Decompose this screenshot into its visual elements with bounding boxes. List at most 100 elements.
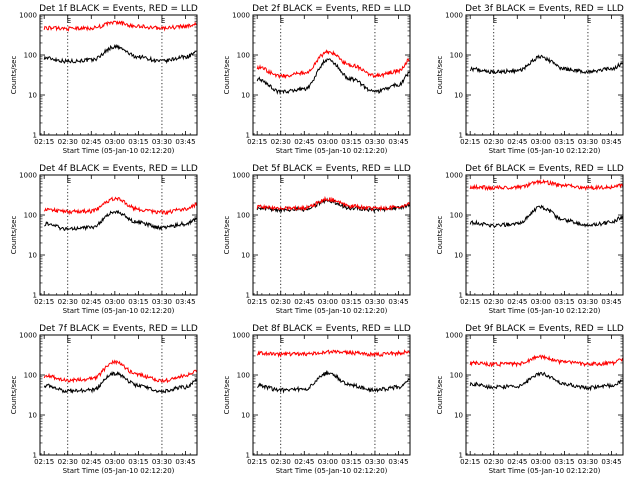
- x-tick-label: 03:00: [105, 138, 125, 146]
- plot-frame: [39, 174, 198, 296]
- plot-frame: [39, 14, 198, 136]
- x-tick-label: 02:30: [58, 298, 78, 306]
- event-marker-label: E: [587, 17, 591, 25]
- y-axis-label: Counts/sec: [223, 376, 231, 415]
- event-marker-label: E: [493, 337, 497, 345]
- chart-title: Det 3f BLACK = Events, RED = LLD: [465, 4, 624, 14]
- x-axis-label: Start Time (05-Jan-10 02:12:20): [276, 467, 388, 475]
- series-line-lld: [469, 354, 623, 368]
- event-marker-label: E: [587, 337, 591, 345]
- y-axis-label: Counts/sec: [436, 376, 444, 415]
- chart-title: Det 9f BLACK = Events, RED = LLD: [465, 324, 624, 334]
- chart-title: Det 2f BLACK = Events, RED = LLD: [252, 4, 411, 14]
- x-tick-label: 03:00: [531, 298, 551, 306]
- y-tick-label: 100: [450, 372, 463, 380]
- y-tick-label: 1000: [19, 332, 37, 340]
- x-tick-label: 03:45: [175, 458, 195, 466]
- x-tick-label: 03:30: [365, 298, 385, 306]
- chart-panel-6: Det 6f BLACK = Events, RED = LLD 02:15 02:…: [436, 164, 624, 315]
- x-tick-label: 03:30: [152, 138, 172, 146]
- x-axis-label: Start Time (05-Jan-10 02:12:20): [63, 147, 175, 155]
- series-line-events: [469, 371, 623, 392]
- y-axis-label: Counts/sec: [223, 216, 231, 255]
- x-tick-label: 03:45: [175, 138, 195, 146]
- x-tick-label: 02:15: [460, 138, 480, 146]
- series-line-events: [256, 58, 410, 95]
- y-tick-label: 10: [28, 412, 37, 420]
- x-tick-label: 03:15: [554, 138, 574, 146]
- chart-title: Det 7f BLACK = Events, RED = LLD: [39, 324, 198, 334]
- plot-frame: [465, 334, 624, 456]
- x-tick-label: 03:00: [318, 458, 338, 466]
- y-tick-label: 1: [459, 452, 463, 460]
- y-axis-label: Counts/sec: [436, 56, 444, 95]
- x-tick-label: 02:45: [294, 458, 314, 466]
- y-tick-label: 1000: [232, 172, 250, 180]
- chart-panel-7: Det 7f BLACK = Events, RED = LLD 02:15 02:…: [10, 324, 198, 475]
- series-line-lld: [256, 349, 410, 358]
- x-tick-label: 03:15: [341, 138, 361, 146]
- y-tick-label: 100: [450, 212, 463, 220]
- x-tick-label: 02:15: [34, 138, 54, 146]
- x-tick-label: 02:30: [484, 298, 504, 306]
- y-tick-label: 100: [24, 52, 37, 60]
- x-tick-label: 02:15: [247, 138, 267, 146]
- x-tick-label: 03:30: [578, 458, 598, 466]
- x-tick-label: 03:15: [341, 298, 361, 306]
- plot-frame: [39, 334, 198, 456]
- event-marker-label: E: [67, 17, 71, 25]
- chart-panel-1: Det 1f BLACK = Events, RED = LLD 02:15 02:…: [10, 4, 198, 155]
- x-tick-label: 02:15: [460, 298, 480, 306]
- x-tick-label: 03:15: [341, 458, 361, 466]
- plot-frame: [252, 334, 411, 456]
- chart-panel-9: Det 9f BLACK = Events, RED = LLD 02:15 02:…: [436, 324, 624, 475]
- x-tick-label: 02:45: [294, 138, 314, 146]
- series-line-events: [469, 54, 623, 75]
- x-tick-label: 02:45: [294, 298, 314, 306]
- y-tick-label: 1: [246, 132, 250, 140]
- x-tick-label: 03:30: [152, 458, 172, 466]
- event-marker-label: E: [374, 177, 378, 185]
- series-line-lld: [43, 359, 197, 384]
- y-axis-label: Counts/sec: [436, 216, 444, 255]
- y-tick-label: 1: [33, 292, 37, 300]
- chart-panel-5: Det 5f BLACK = Events, RED = LLD 02:15 02:…: [223, 164, 411, 315]
- y-tick-label: 1000: [19, 172, 37, 180]
- x-tick-label: 02:30: [484, 458, 504, 466]
- x-axis-label: Start Time (05-Jan-10 02:12:20): [63, 307, 175, 315]
- x-tick-label: 03:00: [318, 298, 338, 306]
- chart-title: Det 6f BLACK = Events, RED = LLD: [465, 164, 624, 174]
- x-axis-label: Start Time (05-Jan-10 02:12:20): [489, 147, 601, 155]
- event-marker-label: E: [161, 17, 165, 25]
- event-marker-label: E: [493, 17, 497, 25]
- x-tick-label: 03:30: [365, 458, 385, 466]
- x-tick-label: 03:00: [105, 458, 125, 466]
- x-tick-label: 02:30: [484, 138, 504, 146]
- x-tick-label: 03:15: [128, 138, 148, 146]
- series-line-lld: [256, 195, 410, 212]
- y-axis-label: Counts/sec: [10, 216, 18, 255]
- x-tick-label: 02:45: [81, 298, 101, 306]
- y-tick-label: 100: [237, 52, 250, 60]
- x-tick-label: 03:45: [175, 298, 195, 306]
- event-marker-label: E: [493, 177, 497, 185]
- series-line-lld: [43, 196, 197, 216]
- y-axis-label: Counts/sec: [10, 376, 18, 415]
- y-tick-label: 1: [459, 292, 463, 300]
- y-tick-label: 100: [24, 212, 37, 220]
- event-marker-label: E: [280, 337, 284, 345]
- y-tick-label: 10: [28, 92, 37, 100]
- x-tick-label: 02:45: [81, 138, 101, 146]
- x-tick-label: 03:30: [365, 138, 385, 146]
- y-tick-label: 1000: [232, 332, 250, 340]
- x-tick-label: 03:45: [601, 298, 621, 306]
- y-tick-label: 10: [454, 252, 463, 260]
- y-tick-label: 1000: [445, 172, 463, 180]
- x-tick-label: 02:30: [271, 298, 291, 306]
- event-marker-label: E: [374, 17, 378, 25]
- series-line-events: [43, 43, 197, 65]
- chart-panel-8: Det 8f BLACK = Events, RED = LLD 02:15 02:…: [223, 324, 411, 475]
- x-tick-label: 03:45: [601, 458, 621, 466]
- event-marker-label: E: [161, 337, 165, 345]
- series-line-lld: [43, 20, 197, 32]
